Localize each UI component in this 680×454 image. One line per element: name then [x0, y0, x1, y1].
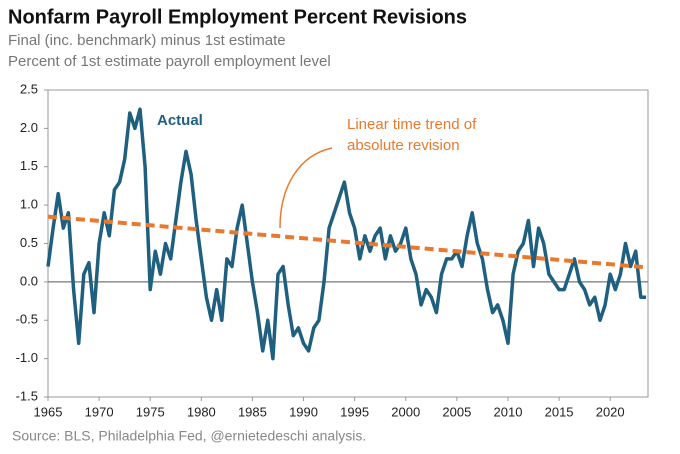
- x-tick-label: 1980: [187, 404, 216, 419]
- chart-title: Nonfarm Payroll Employment Percent Revis…: [8, 6, 467, 28]
- x-tick-label: 2020: [596, 404, 625, 419]
- subtitle: Final (inc. benchmark) minus 1st estimat…: [8, 32, 286, 49]
- x-tick-label: 2005: [442, 404, 471, 419]
- x-tick-label: 1970: [85, 404, 114, 419]
- y-tick-label: 0.0: [20, 273, 38, 288]
- x-tick-label: 2015: [545, 404, 574, 419]
- data-line: [46, 107, 646, 361]
- annotation: absolute revision: [347, 137, 460, 154]
- x-tick-label: 1975: [136, 404, 165, 419]
- annotation: Actual: [157, 112, 203, 129]
- y-tick-label: 1.0: [20, 197, 38, 212]
- annotation: Linear time trend of: [347, 116, 477, 133]
- y-tick-label: -1.0: [16, 350, 38, 365]
- y-tick-label: 1.5: [20, 158, 38, 173]
- source: Source: BLS, Philadelphia Fed, @ernieted…: [12, 428, 366, 444]
- x-tick-label: 2000: [391, 404, 420, 419]
- y-tick-label: -0.5: [16, 312, 38, 327]
- x-tick-label: 1990: [289, 404, 318, 419]
- y-tick-label: 0.5: [20, 235, 38, 250]
- subtitle: Percent of 1st estimate payroll employme…: [8, 53, 331, 70]
- x-tick-label: 2010: [494, 404, 523, 419]
- annotation-arrow: [279, 147, 333, 229]
- y-tick-label: 2.5: [20, 81, 38, 96]
- y-tick-label: 2.0: [20, 120, 38, 135]
- trend-line: [47, 214, 647, 270]
- x-tick-label: 1965: [34, 404, 63, 419]
- x-tick-label: 1985: [238, 404, 267, 419]
- y-tick-label: -1.5: [16, 388, 38, 403]
- x-tick-label: 1995: [340, 404, 369, 419]
